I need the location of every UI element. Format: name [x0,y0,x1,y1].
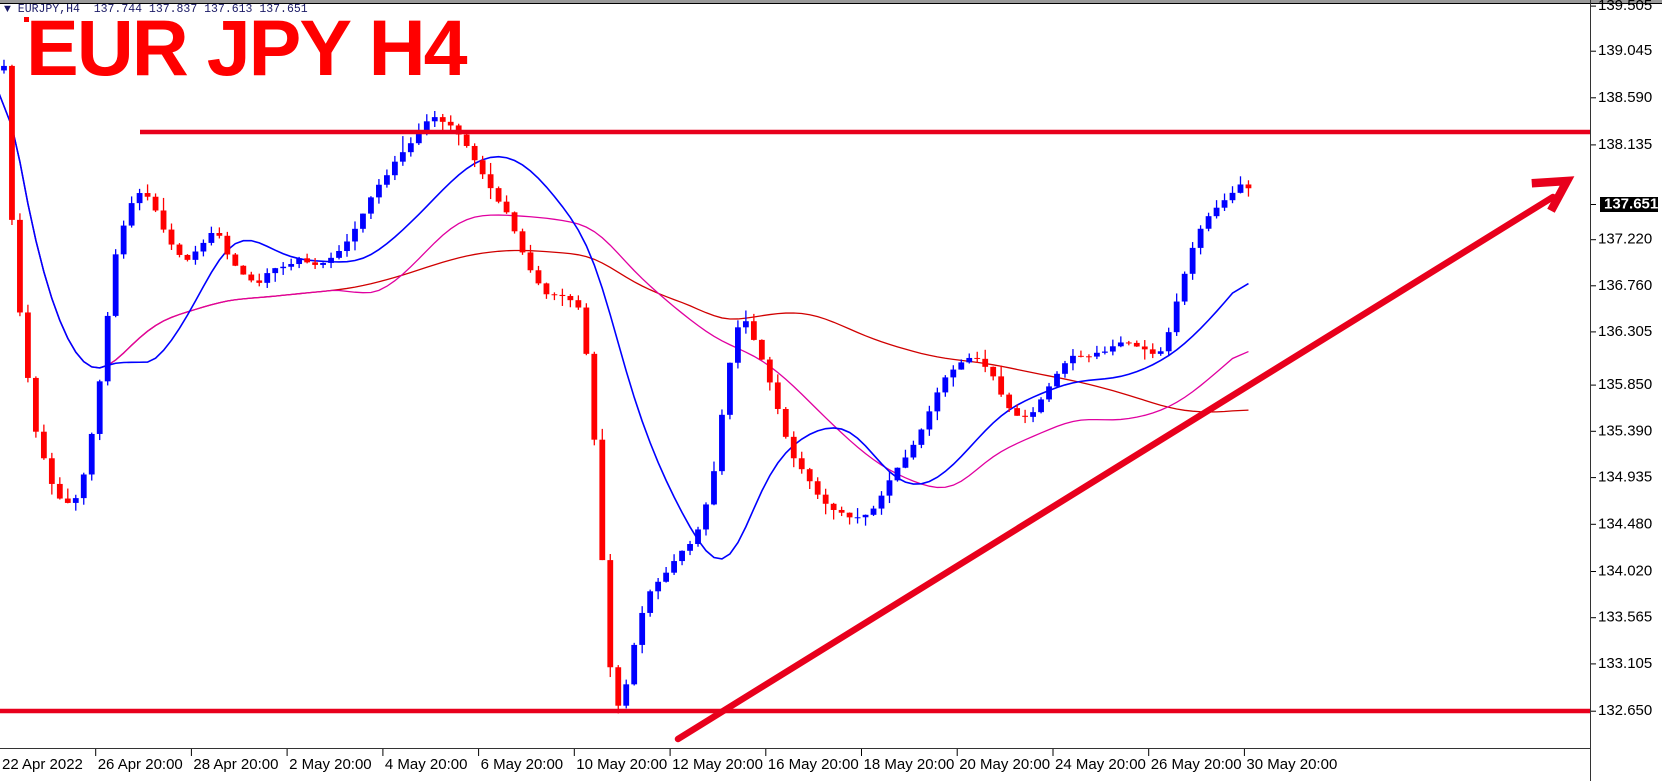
svg-text:26 May 20:00: 26 May 20:00 [1151,756,1242,773]
svg-text:12 May 20:00: 12 May 20:00 [672,756,763,773]
svg-text:10 May 20:00: 10 May 20:00 [576,756,667,773]
svg-text:135.850: 135.850 [1598,376,1652,393]
svg-text:6 May 20:00: 6 May 20:00 [481,756,564,773]
svg-text:139.045: 139.045 [1598,42,1652,59]
svg-text:22 Apr 2022: 22 Apr 2022 [2,756,83,773]
svg-text:135.390: 135.390 [1598,422,1652,439]
svg-text:133.105: 133.105 [1598,655,1652,672]
svg-text:20 May 20:00: 20 May 20:00 [959,756,1050,773]
svg-text:137.651: 137.651 [1604,196,1658,213]
svg-text:133.565: 133.565 [1598,609,1652,626]
svg-text:30 May 20:00: 30 May 20:00 [1246,756,1337,773]
svg-text:4 May 20:00: 4 May 20:00 [385,756,468,773]
svg-text:136.305: 136.305 [1598,323,1652,340]
svg-text:134.480: 134.480 [1598,515,1652,532]
svg-text:132.650: 132.650 [1598,702,1652,719]
svg-text:28 Apr 20:00: 28 Apr 20:00 [193,756,278,773]
svg-text:18 May 20:00: 18 May 20:00 [864,756,955,773]
svg-text:2 May 20:00: 2 May 20:00 [289,756,372,773]
svg-text:136.760: 136.760 [1598,277,1652,294]
svg-text:137.220: 137.220 [1598,231,1652,248]
svg-text:16 May 20:00: 16 May 20:00 [768,756,859,773]
svg-text:138.135: 138.135 [1598,136,1652,153]
svg-text:134.020: 134.020 [1598,563,1652,580]
svg-text:138.590: 138.590 [1598,89,1652,106]
svg-text:26 Apr 20:00: 26 Apr 20:00 [98,756,183,773]
svg-text:24 May 20:00: 24 May 20:00 [1055,756,1146,773]
svg-text:134.935: 134.935 [1598,469,1652,486]
svg-text:139.505: 139.505 [1598,0,1652,14]
